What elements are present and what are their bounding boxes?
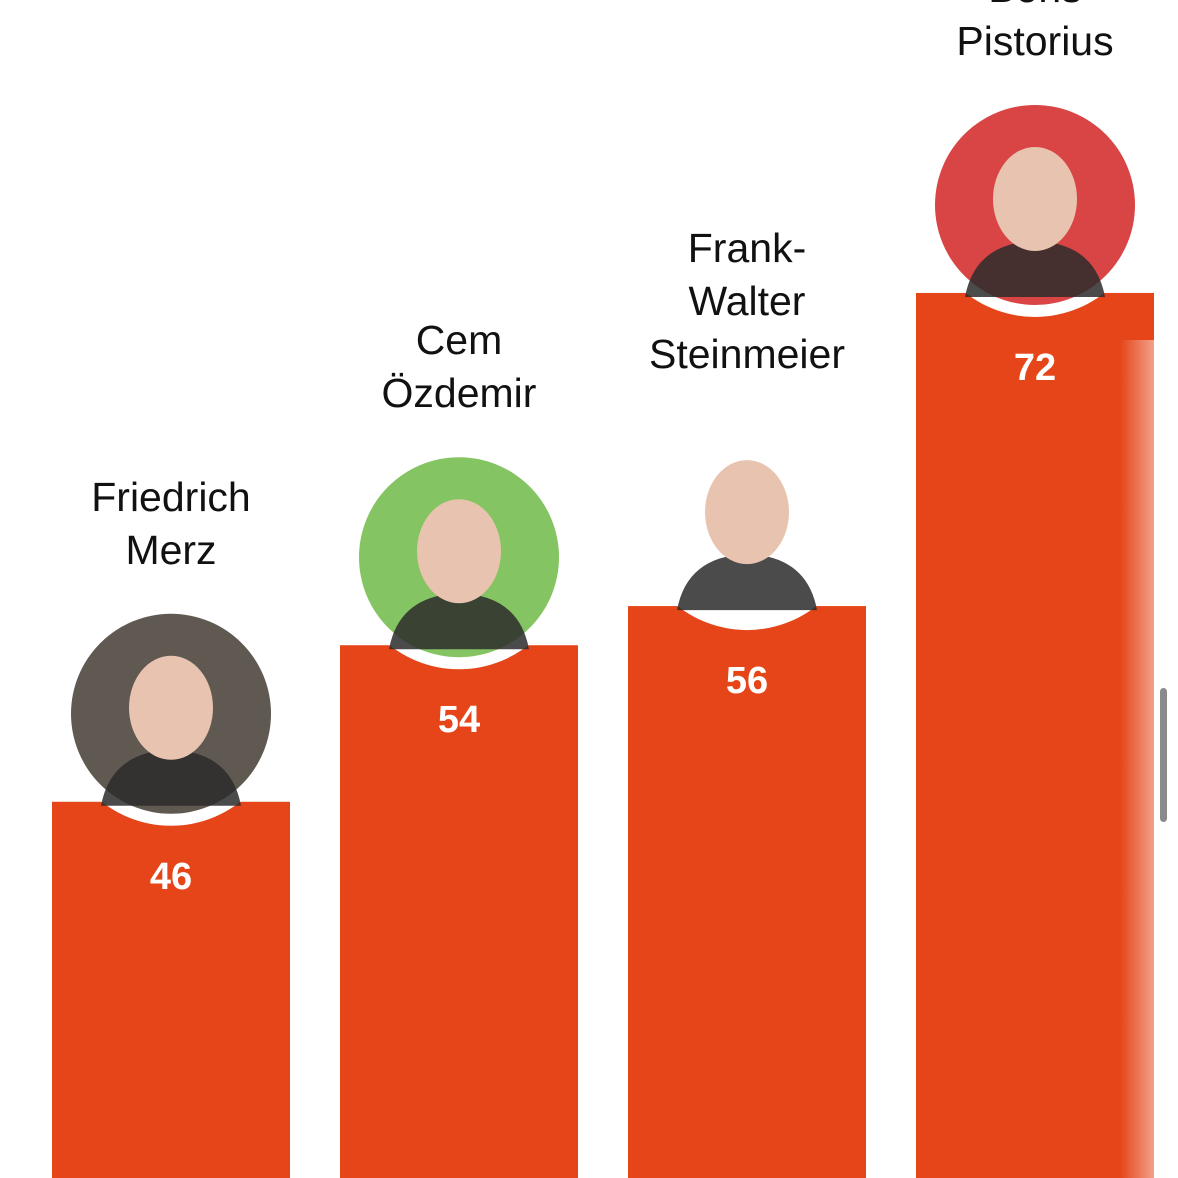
category-label-2-line-2: Steinmeier [649, 331, 845, 377]
bar-3 [916, 292, 1154, 1178]
portrait-shoulders-3 [965, 240, 1105, 297]
bar-0 [52, 801, 290, 1178]
value-label-0: 46 [150, 856, 192, 898]
category-label-3-line-1: Pistorius [956, 18, 1113, 64]
portrait-face-0 [129, 655, 213, 760]
category-label-1-line-1: Özdemir [382, 370, 537, 416]
bar-2 [628, 606, 866, 1178]
avatar-0 [59, 601, 283, 826]
category-label-1-line-0: Cem [416, 317, 503, 363]
category-label-0-line-0: Friedrich [91, 474, 250, 520]
right-edge-fade [1120, 340, 1178, 1178]
category-label-0-line-1: Merz [125, 527, 216, 573]
category-label-3-line-0: Boris [988, 0, 1081, 11]
value-label-2: 56 [726, 660, 768, 702]
avatar-3 [923, 92, 1147, 317]
value-label-3: 72 [1014, 347, 1056, 389]
portrait-face-2 [705, 460, 789, 565]
category-label-2-line-1: Walter [689, 278, 806, 324]
category-label-2-line-0: Frank- [688, 225, 806, 271]
bar-1 [340, 645, 578, 1178]
avatar-1 [347, 445, 571, 670]
scrollbar-thumb[interactable] [1160, 688, 1167, 822]
portrait-shoulders-2 [677, 554, 817, 611]
portrait-shoulders-0 [101, 749, 241, 806]
portrait-shoulders-1 [389, 593, 529, 650]
portrait-face-1 [417, 499, 501, 604]
portrait-face-3 [993, 146, 1077, 251]
value-label-1: 54 [438, 699, 480, 741]
avatar-2 [635, 406, 859, 631]
